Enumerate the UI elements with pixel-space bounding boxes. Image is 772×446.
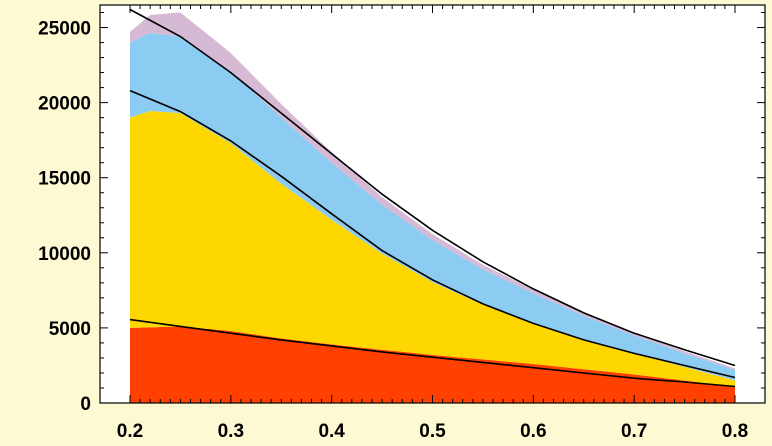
y-tick-label: 15000 <box>38 169 91 190</box>
x-tick-label: 0.2 <box>117 421 143 442</box>
area-series-1 <box>130 111 735 388</box>
y-tick-label: 20000 <box>38 94 91 115</box>
x-tick-label: 0.6 <box>520 421 546 442</box>
x-tick-label: 0.5 <box>419 421 446 442</box>
y-tick-label: 10000 <box>38 244 91 265</box>
fit-curves <box>129 8 736 388</box>
x-tick-label: 0.3 <box>218 421 244 442</box>
y-tick-label: 5000 <box>49 319 91 340</box>
x-tick-label: 0.8 <box>722 421 748 442</box>
y-axis-ticks <box>100 12 765 404</box>
y-tick-label: 0 <box>80 394 91 415</box>
x-tick-label: 0.7 <box>621 421 647 442</box>
fit-curve-2 <box>129 8 736 367</box>
x-axis-ticks <box>129 5 736 403</box>
x-tick-labels: 0.2 0.3 0.4 0.5 0.6 0.7 0.8 <box>117 421 748 442</box>
y-tick-label: 25000 <box>38 19 91 40</box>
y-tick-labels: 0 5000 10000 15000 20000 25000 <box>38 19 91 415</box>
x-tick-label: 0.4 <box>318 421 345 442</box>
area-series-0 <box>130 326 735 403</box>
fit-curve-1 <box>129 89 736 379</box>
fit-curve-0 <box>129 318 736 388</box>
area-series-2 <box>130 32 735 381</box>
area-layers <box>130 12 735 403</box>
